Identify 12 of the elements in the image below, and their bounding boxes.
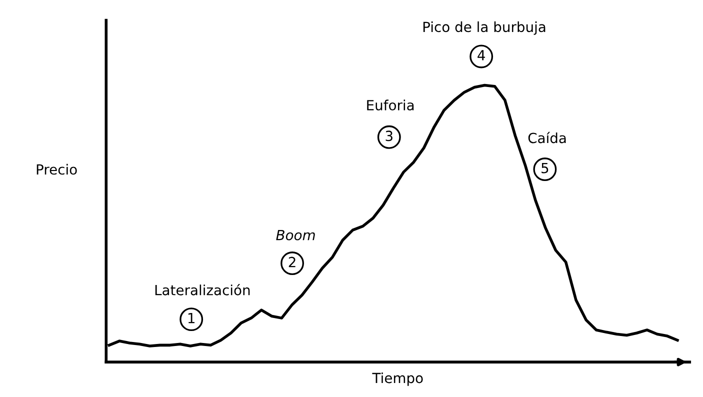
annotation: Lateralización <box>155 284 250 296</box>
annotation: Boom <box>276 230 315 240</box>
annotation: 3 <box>386 130 392 142</box>
annotation: 2 <box>288 256 296 268</box>
y-axis-title: Precio <box>36 164 77 175</box>
text: 4 <box>478 50 485 60</box>
annotation: 5 <box>542 162 548 174</box>
x-axis-title: Tiempo <box>372 372 423 386</box>
annotation: Caída <box>528 132 566 144</box>
text: Pico de la burbuja <box>423 21 546 35</box>
annotation: 1 <box>188 313 194 324</box>
annotation: Euforia <box>367 100 414 110</box>
